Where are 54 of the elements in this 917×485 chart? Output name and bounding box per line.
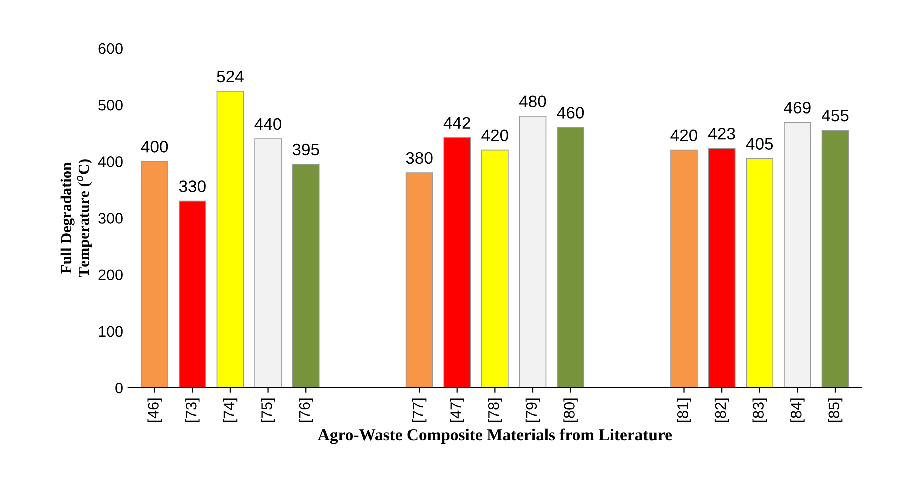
bar <box>557 127 584 388</box>
data-label: 420 <box>670 130 698 142</box>
x-tick-label: [74] <box>223 398 238 422</box>
data-label: 423 <box>708 128 736 140</box>
data-label: 460 <box>557 107 584 119</box>
x-tick-label: [76] <box>298 398 314 422</box>
y-tick-label: 300 <box>98 213 123 224</box>
data-label: 442 <box>444 117 470 129</box>
bar <box>179 200 206 388</box>
y-tick-label: 600 <box>98 43 123 54</box>
bar <box>784 122 812 388</box>
data-label: 524 <box>217 70 244 83</box>
data-label: 480 <box>519 96 546 108</box>
x-tick-label: [75] <box>261 398 276 422</box>
x-tick-label: [80] <box>564 398 578 422</box>
bar <box>519 116 547 388</box>
bar <box>708 148 736 388</box>
x-tick-label: [82] <box>714 398 730 422</box>
bar <box>444 137 472 388</box>
x-tick-label: [46] <box>148 398 162 422</box>
bar <box>670 150 698 388</box>
y-tick-label: 200 <box>98 270 123 281</box>
data-label: 405 <box>746 138 774 150</box>
bar <box>141 161 169 388</box>
data-label: 420 <box>482 130 508 142</box>
x-tick-label: [83] <box>752 398 767 422</box>
data-label: 469 <box>784 102 811 114</box>
x-tick-label: [84] <box>790 398 805 422</box>
bar <box>216 91 244 388</box>
bar <box>406 172 434 388</box>
bar <box>292 164 320 388</box>
data-label: 330 <box>179 180 206 192</box>
x-tick-label: [81] <box>677 398 692 422</box>
data-label: 400 <box>141 141 168 153</box>
y-axis-title: Full Degradation Temperature ($^{o}$C) <box>60 160 92 278</box>
x-tick-label: [79] <box>526 398 540 422</box>
x-tick-label: [73] <box>186 398 200 422</box>
bar <box>254 138 282 388</box>
bar <box>746 158 774 388</box>
data-label: 380 <box>406 152 433 164</box>
data-label: 395 <box>292 144 320 156</box>
data-label: 455 <box>822 110 849 122</box>
x-axis-title: Agro-Waste Composite Materials from Literature <box>318 428 672 444</box>
x-tick-label: [47] <box>450 398 464 422</box>
x-tick-label: [77] <box>412 398 427 422</box>
data-label: 440 <box>254 118 282 130</box>
bar <box>822 130 850 388</box>
y-tick-label: 400 <box>98 156 123 168</box>
bar <box>482 150 509 388</box>
y-tick-label: 100 <box>99 326 123 338</box>
y-tick-label: 0 <box>116 382 123 394</box>
y-tick-label: 500 <box>98 100 123 111</box>
x-tick-label: [78] <box>488 398 502 422</box>
x-tick-label: [85] <box>828 398 843 422</box>
